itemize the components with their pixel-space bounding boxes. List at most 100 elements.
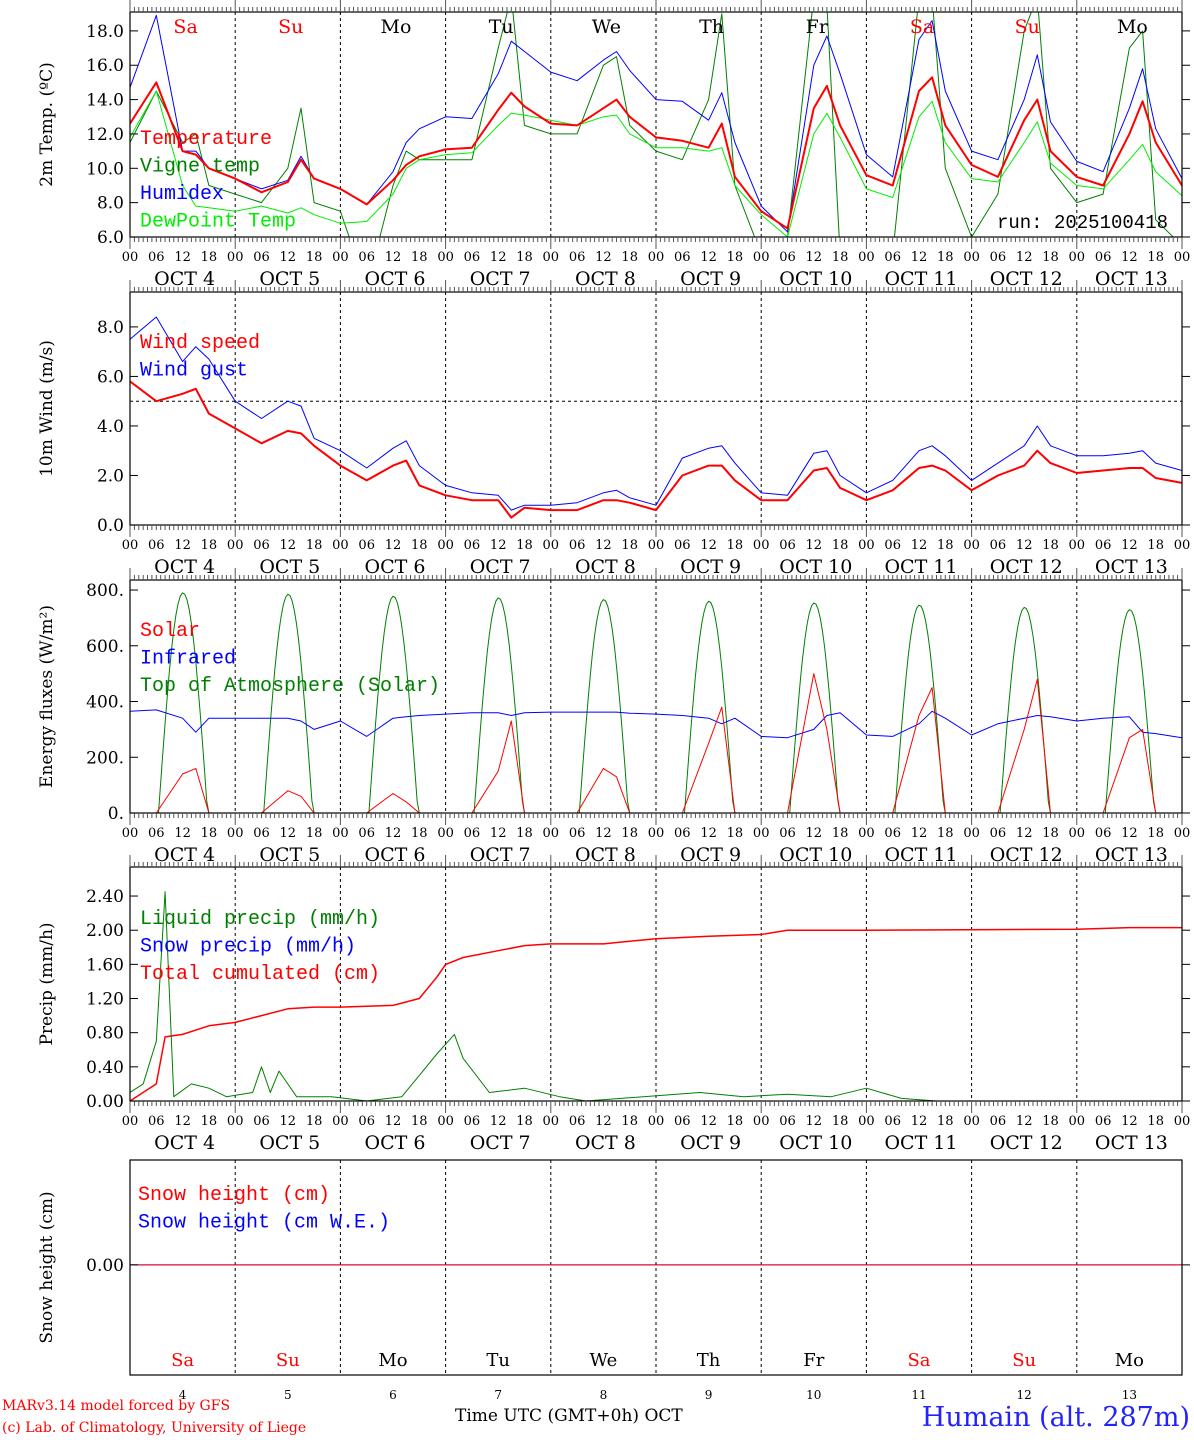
hour-label: 18	[411, 1114, 428, 1129]
series-line-total-cumulated-cm-	[130, 926, 1182, 1101]
series-line-solar	[130, 673, 1182, 813]
hour-label: 06	[1095, 538, 1112, 553]
hour-label: 00	[543, 538, 560, 553]
hour-label: 06	[569, 538, 586, 553]
run-label: run: 2025100418	[997, 212, 1168, 234]
y-tick-label: 8.0	[97, 194, 124, 214]
legend-entry: Temperature	[140, 128, 272, 151]
hour-label: 00	[1069, 250, 1086, 265]
hour-label: 00	[858, 538, 875, 553]
y-tick-label: 400.	[86, 693, 124, 713]
hour-label: 12	[490, 250, 507, 265]
hour-label: 18	[832, 538, 849, 553]
footer-credit: (c) Lab. of Climatology, University of L…	[2, 1420, 307, 1436]
hour-label: 06	[990, 538, 1007, 553]
hour-label: 06	[884, 1114, 901, 1129]
date-label: OCT 5	[259, 268, 320, 290]
panel-temp: 6.0 8.0 10.0 12.0 14.0 16.0 18.0 2m Temp. (ºC) T…	[37, 0, 1190, 290]
hour-label: 18	[832, 826, 849, 841]
date-label: OCT 8	[575, 844, 636, 866]
date-label: OCT 5	[259, 556, 320, 578]
y-tick-label: 10.0	[86, 159, 124, 179]
hour-label: 06	[253, 538, 270, 553]
date-label: OCT 4	[154, 1132, 215, 1154]
hour-label: 18	[516, 538, 533, 553]
hour-label: 18	[201, 250, 218, 265]
hour-label: 00	[227, 538, 244, 553]
day-name-label: Sa	[173, 16, 197, 38]
hour-label: 06	[569, 826, 586, 841]
hour-label: 06	[674, 250, 691, 265]
hour-label: 00	[858, 1114, 875, 1129]
legend-entry: Wind speed	[140, 332, 260, 355]
hour-label: 18	[1147, 1114, 1164, 1129]
date-label: OCT 9	[680, 1132, 741, 1154]
date-label: OCT 4	[154, 556, 215, 578]
hour-label: 18	[516, 1114, 533, 1129]
date-label: OCT 11	[884, 844, 957, 866]
hour-label: 12	[280, 250, 297, 265]
hour-label: 06	[674, 1114, 691, 1129]
series-line-temperature	[130, 76, 1182, 230]
date-label: OCT 5	[259, 1132, 320, 1154]
hour-label: 18	[201, 1114, 218, 1129]
day-name-label: We	[592, 16, 621, 38]
day-name-label: Su	[276, 1350, 300, 1371]
hour-label: 18	[1147, 826, 1164, 841]
y-axis-label: Snow height (cm)	[37, 1191, 57, 1343]
hour-label: 12	[174, 1114, 191, 1129]
date-label: OCT 13	[1095, 1132, 1168, 1154]
hour-label: 18	[621, 826, 638, 841]
hour-label: 12	[280, 1114, 297, 1129]
date-label: OCT 7	[470, 1132, 531, 1154]
hour-label: 06	[779, 826, 796, 841]
hour-label: 06	[148, 250, 165, 265]
hour-label: 00	[858, 250, 875, 265]
hour-label: 12	[174, 250, 191, 265]
legend-entry: Vigne temp	[140, 156, 260, 179]
hour-label: 06	[148, 826, 165, 841]
hour-label: 06	[358, 250, 375, 265]
x-axis-title: Time UTC (GMT+0h) OCT	[455, 1406, 683, 1426]
hour-label: 06	[253, 826, 270, 841]
day-number-label: 12	[1017, 1388, 1032, 1402]
hour-label: 12	[490, 1114, 507, 1129]
date-label: OCT 8	[575, 556, 636, 578]
day-name-label: Mo	[1115, 1350, 1144, 1371]
hour-label: 00	[648, 250, 665, 265]
hour-label: 00	[227, 250, 244, 265]
date-label: OCT 6	[365, 556, 426, 578]
y-tick-label: 0.00	[86, 1092, 124, 1112]
hour-label: 12	[911, 250, 928, 265]
day-number-label: 9	[705, 1388, 713, 1402]
day-name-label: Sa	[910, 16, 934, 38]
y-tick-label: 2.40	[86, 887, 124, 907]
hour-label: 00	[437, 1114, 454, 1129]
y-tick-label: 8.0	[97, 318, 124, 338]
day-number-label: 8	[600, 1388, 608, 1402]
y-tick-label: 6.0	[97, 367, 124, 387]
y-tick-label: 600.	[86, 637, 124, 657]
hour-label: 00	[648, 826, 665, 841]
legend-entry: Snow precip (mm/h)	[140, 936, 356, 959]
y-tick-label: 14.0	[86, 91, 124, 111]
day-name-label: We	[590, 1350, 618, 1371]
hour-label: 06	[569, 250, 586, 265]
date-label: OCT 9	[680, 556, 741, 578]
y-tick-label: 0.	[108, 804, 124, 824]
series-line-vigne-temp	[130, 12, 1174, 237]
hour-label: 12	[700, 538, 717, 553]
hour-ticks	[129, 0, 1183, 249]
hour-label: 06	[674, 826, 691, 841]
hour-label: 00	[1069, 538, 1086, 553]
hour-label: 18	[411, 250, 428, 265]
hour-label: 12	[806, 538, 823, 553]
day-name-label: Sa	[171, 1350, 194, 1371]
hour-label: 12	[385, 250, 402, 265]
date-label: OCT 7	[470, 844, 531, 866]
hour-label: 18	[1042, 1114, 1059, 1129]
day-name-label: Th	[697, 1350, 721, 1371]
hour-label: 00	[963, 826, 980, 841]
hour-label: 12	[490, 826, 507, 841]
hour-label: 06	[148, 1114, 165, 1129]
